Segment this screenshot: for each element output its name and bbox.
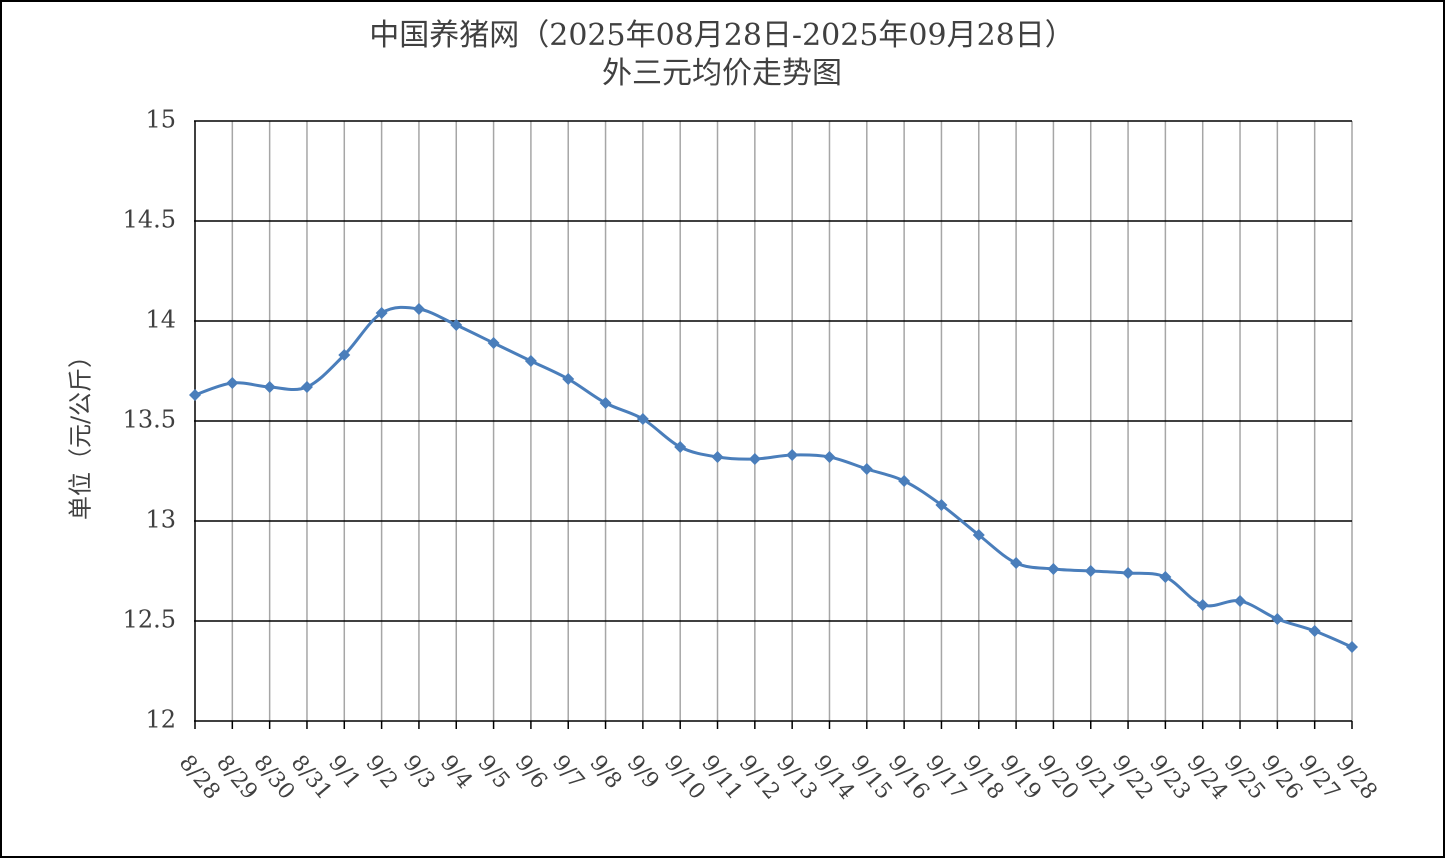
data-point: [226, 377, 239, 389]
data-point: [338, 349, 351, 361]
data-point: [1196, 599, 1209, 611]
y-tick-label: 14: [145, 306, 176, 334]
data-point: [674, 441, 687, 453]
data-point: [860, 463, 873, 475]
y-tick-label: 13.5: [123, 406, 176, 434]
y-tick-label: 14.5: [123, 206, 176, 234]
data-point: [1010, 557, 1023, 569]
data-point: [748, 453, 761, 465]
data-point: [823, 451, 836, 463]
data-point: [1234, 595, 1247, 607]
data-point: [562, 373, 575, 385]
data-point: [1084, 565, 1097, 577]
y-axis-label: 单位（元/公斤）: [67, 344, 95, 520]
data-point: [935, 499, 948, 511]
y-tick-label: 13: [145, 506, 176, 534]
data-point: [972, 529, 985, 541]
data-point: [636, 413, 649, 425]
y-tick-label: 12.5: [123, 606, 176, 634]
data-point: [1047, 563, 1060, 575]
data-point: [375, 307, 388, 319]
data-point: [1308, 625, 1321, 637]
data-point: [450, 319, 463, 331]
chart-subtitle: 外三元均价走势图: [602, 56, 842, 91]
data-point: [1122, 567, 1135, 579]
data-point: [412, 303, 425, 315]
data-point: [1271, 613, 1284, 625]
data-point: [189, 389, 201, 401]
data-point: [1159, 571, 1172, 583]
data-point: [487, 337, 500, 349]
data-point: [898, 475, 911, 487]
data-point: [263, 381, 276, 393]
data-point: [599, 397, 612, 409]
data-point: [711, 451, 724, 463]
data-point: [524, 355, 537, 367]
data-point: [786, 449, 799, 461]
chart-title: 中国养猪网（2025年08月28日-2025年09月28日）: [369, 18, 1075, 53]
data-point: [1346, 641, 1358, 653]
y-tick-label: 12: [145, 706, 176, 734]
data-point: [300, 381, 313, 393]
y-tick-label: 15: [145, 106, 176, 134]
